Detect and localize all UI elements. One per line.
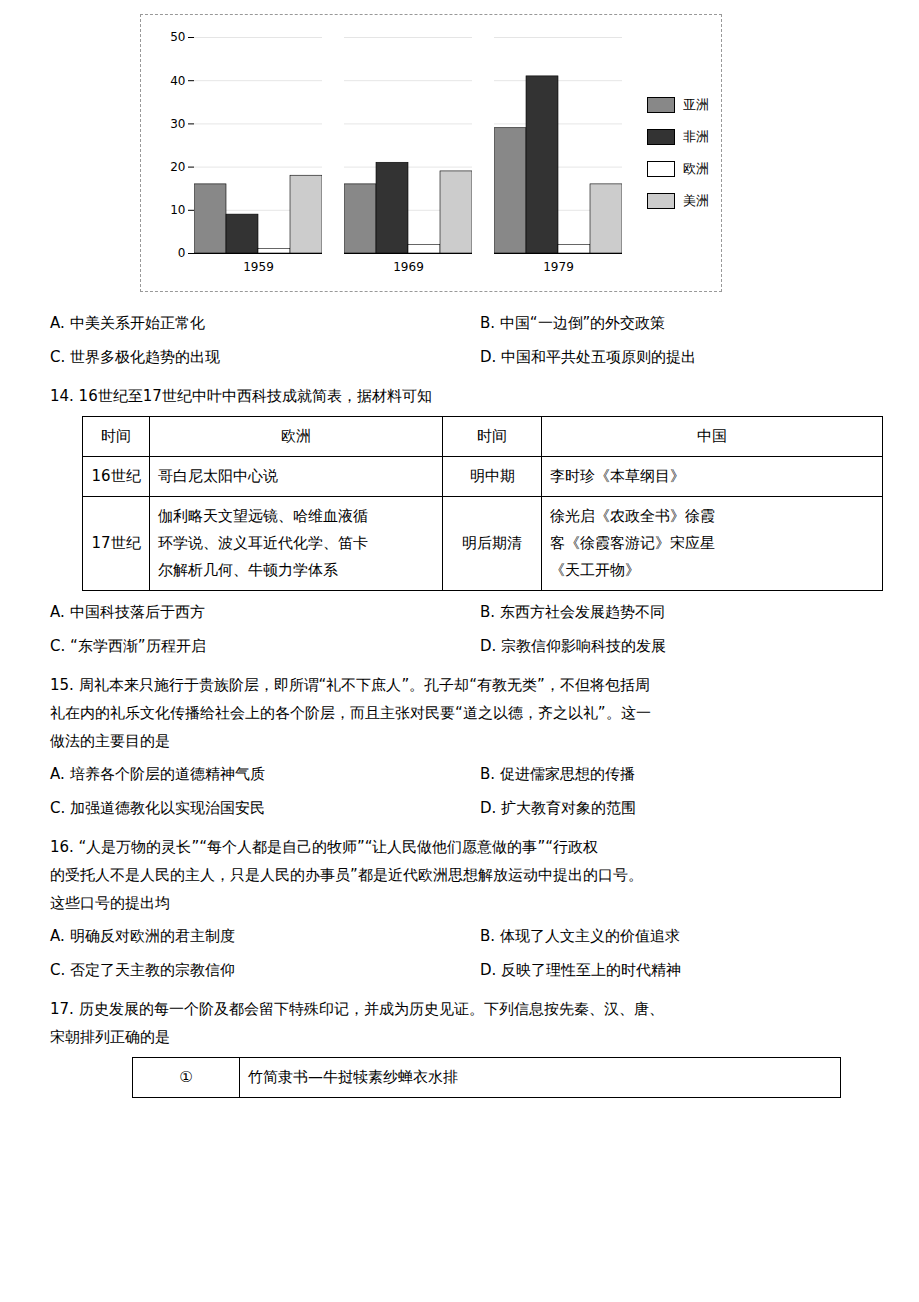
html-text:时间: 时间 [101,427,131,445]
html-text:欧洲: 欧洲 [683,161,709,176]
html-text:16世纪: 16世纪 [91,467,141,485]
html-text:D. 反映了理性至上的时代精神: D. 反映了理性至上的时代精神 [480,961,682,979]
html-text:非洲: 非洲 [683,129,709,144]
html-text:①: ① [179,1068,193,1086]
html-text:时间: 时间 [477,427,507,445]
html-text:《天工开物》: 《天工开物》 [550,561,640,579]
html-text:哥白尼太阳中心说: 哥白尼太阳中心说 [158,467,278,485]
html-text:B. 东西方社会发展趋势不同: B. 东西方社会发展趋势不同 [480,603,665,621]
html-text:徐光启《农政全书》徐霞: 徐光启《农政全书》徐霞 [550,507,715,525]
html-text:A. 明确反对欧洲的君主制度: A. 明确反对欧洲的君主制度 [50,927,235,945]
html-text:A. 中美关系开始正常化: A. 中美关系开始正常化 [50,314,205,332]
html-text:亚洲: 亚洲 [683,97,709,112]
html-text:B. 中国“一边倒”的外交政策: B. 中国“一边倒”的外交政策 [480,314,666,332]
html-text:15. 周礼本来只施行于贵族阶层，即所谓“礼不下庶人”。孔子: 15. 周礼本来只施行于贵族阶层，即所谓“礼不下庶人”。孔子却“有教无类”，不但… [50,676,650,694]
html-text:欧洲: 欧洲 [281,427,311,445]
html-text:明后期清: 明后期清 [462,534,522,552]
html-text:李时珍《本草纲目》: 李时珍《本草纲目》 [550,467,685,485]
html-text:环学说、波义耳近代化学、笛卡: 环学说、波义耳近代化学、笛卡 [158,534,368,552]
html-text:D. 中国和平共处五项原则的提出: D. 中国和平共处五项原则的提出 [480,348,697,366]
html-text:C. 否定了天主教的宗教信仰: C. 否定了天主教的宗教信仰 [50,961,235,979]
html-text:C. 世界多极化趋势的出现: C. 世界多极化趋势的出现 [50,348,220,366]
html-text:B. 促进儒家思想的传播: B. 促进儒家思想的传播 [480,765,635,783]
html-text:C. 加强道德教化以实现治国安民: C. 加强道德教化以实现治国安民 [50,799,265,817]
html-text:17. 历史发展的每一个阶及都会留下特殊印记，并成为历史见证: 17. 历史发展的每一个阶及都会留下特殊印记，并成为历史见证。下列信息按先秦、汉… [50,1000,664,1018]
html-text:美洲: 美洲 [683,193,709,208]
html-text:中国: 中国 [697,427,727,445]
svg-text:20: 20 [170,160,185,174]
html-text:尔解析几何、牛顿力学体系: 尔解析几何、牛顿力学体系 [158,561,338,579]
html-text:做法的主要目的是: 做法的主要目的是 [50,732,170,750]
html-text:的受托人不是人民的主人，只是人民的办事员”都是近代欧洲思想解: 的受托人不是人民的主人，只是人民的办事员”都是近代欧洲思想解放运动中提出的口号。 [50,866,643,884]
html-text:这些口号的提出均: 这些口号的提出均 [50,894,170,912]
html-text:明中期: 明中期 [469,467,515,485]
html-text:D. 扩大教育对象的范围: D. 扩大教育对象的范围 [480,799,637,817]
html-text:B. 体现了人文主义的价值追求: B. 体现了人文主义的价值追求 [480,927,680,945]
svg-text:40: 40 [170,74,185,88]
svg-text:1969: 1969 [393,260,424,274]
svg-text:1959: 1959 [243,260,274,274]
svg-text:1979: 1979 [543,260,574,274]
svg-text:10: 10 [170,203,185,217]
html-text:竹简隶书—牛挝犊素纱蝉衣水排: 竹简隶书—牛挝犊素纱蝉衣水排 [248,1068,458,1086]
svg-text:50: 50 [170,30,185,44]
html-text:伽利略天文望远镜、哈维血液循: 伽利略天文望远镜、哈维血液循 [158,507,368,525]
html-text:A. 中国科技落后于西方: A. 中国科技落后于西方 [50,603,205,621]
html-text:17世纪: 17世纪 [91,534,141,552]
html-text:礼在内的礼乐文化传播给社会上的各个阶层，而且主张对民要“道之: 礼在内的礼乐文化传播给社会上的各个阶层，而且主张对民要“道之以德，齐之以礼”。这… [50,704,651,722]
html-text:14. 16世纪至17世纪中叶中西科技成就简表，据材料可知: 14. 16世纪至17世纪中叶中西科技成就简表，据材料可知 [50,387,432,405]
html-text:宋朝排列正确的是: 宋朝排列正确的是 [50,1028,170,1046]
html-text:D. 宗教信仰影响科技的发展: D. 宗教信仰影响科技的发展 [480,637,667,655]
html-text:A. 培养各个阶层的道德精神气质: A. 培养各个阶层的道德精神气质 [50,765,265,783]
html-text:客《徐霞客游记》宋应星: 客《徐霞客游记》宋应星 [550,534,715,552]
svg-text:0: 0 [178,246,186,260]
html-text:16. “人是万物的灵长”“每个人都是自己的牧师”“让人民做: 16. “人是万物的灵长”“每个人都是自己的牧师”“让人民做他们愿意做的事”“行… [50,838,598,856]
html-text:C. “东学西渐”历程开启: C. “东学西渐”历程开启 [50,637,206,655]
svg-text:30: 30 [170,117,185,131]
